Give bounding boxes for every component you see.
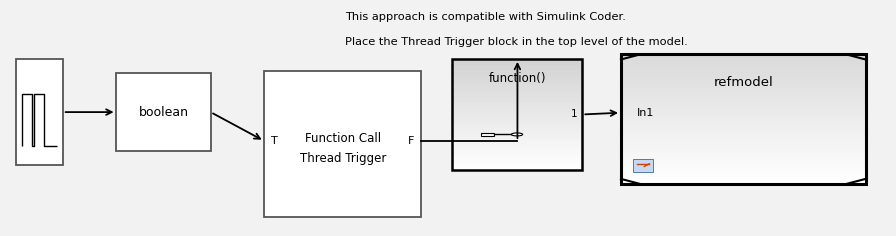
FancyBboxPatch shape <box>621 129 866 132</box>
FancyBboxPatch shape <box>621 126 866 129</box>
FancyBboxPatch shape <box>452 142 582 145</box>
FancyBboxPatch shape <box>452 114 582 117</box>
FancyBboxPatch shape <box>452 62 582 64</box>
Circle shape <box>512 133 522 136</box>
FancyBboxPatch shape <box>452 86 582 89</box>
Text: This approach is compatible with Simulink Coder.: This approach is compatible with Simulin… <box>345 12 625 21</box>
FancyBboxPatch shape <box>621 138 866 142</box>
FancyBboxPatch shape <box>452 131 582 134</box>
FancyBboxPatch shape <box>452 98 582 101</box>
FancyBboxPatch shape <box>452 67 582 70</box>
Text: function(): function() <box>488 72 547 85</box>
FancyBboxPatch shape <box>621 99 866 103</box>
FancyBboxPatch shape <box>621 67 866 71</box>
FancyBboxPatch shape <box>621 116 866 119</box>
FancyBboxPatch shape <box>621 80 866 84</box>
FancyBboxPatch shape <box>621 70 866 74</box>
FancyBboxPatch shape <box>452 103 582 106</box>
FancyBboxPatch shape <box>621 119 866 122</box>
FancyBboxPatch shape <box>621 64 866 67</box>
FancyBboxPatch shape <box>452 100 582 103</box>
FancyBboxPatch shape <box>621 73 866 77</box>
FancyBboxPatch shape <box>452 125 582 128</box>
FancyBboxPatch shape <box>621 177 866 181</box>
FancyBboxPatch shape <box>452 136 582 139</box>
FancyBboxPatch shape <box>452 78 582 81</box>
FancyBboxPatch shape <box>452 128 582 131</box>
FancyBboxPatch shape <box>621 164 866 168</box>
FancyBboxPatch shape <box>452 64 582 67</box>
Text: Function Call: Function Call <box>305 132 381 145</box>
FancyBboxPatch shape <box>621 86 866 90</box>
FancyBboxPatch shape <box>452 167 582 170</box>
FancyBboxPatch shape <box>621 171 866 174</box>
FancyBboxPatch shape <box>621 93 866 97</box>
FancyBboxPatch shape <box>452 145 582 148</box>
Text: boolean: boolean <box>139 105 188 119</box>
FancyBboxPatch shape <box>452 95 582 98</box>
FancyBboxPatch shape <box>452 134 582 137</box>
FancyBboxPatch shape <box>633 159 653 172</box>
FancyBboxPatch shape <box>452 111 582 114</box>
FancyBboxPatch shape <box>621 181 866 184</box>
FancyBboxPatch shape <box>452 122 582 126</box>
FancyBboxPatch shape <box>621 96 866 100</box>
FancyBboxPatch shape <box>621 57 866 61</box>
FancyBboxPatch shape <box>264 71 421 217</box>
FancyBboxPatch shape <box>621 145 866 148</box>
FancyBboxPatch shape <box>452 70 582 73</box>
FancyBboxPatch shape <box>621 54 866 58</box>
FancyBboxPatch shape <box>452 156 582 159</box>
FancyBboxPatch shape <box>452 84 582 87</box>
FancyBboxPatch shape <box>621 142 866 145</box>
FancyBboxPatch shape <box>452 153 582 156</box>
FancyBboxPatch shape <box>452 109 582 112</box>
FancyBboxPatch shape <box>452 75 582 78</box>
FancyBboxPatch shape <box>621 135 866 139</box>
FancyBboxPatch shape <box>116 73 211 151</box>
FancyBboxPatch shape <box>452 161 582 164</box>
Text: In1: In1 <box>637 108 654 118</box>
FancyBboxPatch shape <box>481 133 494 136</box>
Text: Thread Trigger: Thread Trigger <box>299 152 386 165</box>
FancyBboxPatch shape <box>621 106 866 110</box>
FancyBboxPatch shape <box>452 73 582 76</box>
FancyBboxPatch shape <box>452 81 582 84</box>
FancyBboxPatch shape <box>621 174 866 177</box>
FancyBboxPatch shape <box>452 148 582 151</box>
FancyBboxPatch shape <box>16 59 63 165</box>
Text: Place the Thread Trigger block in the top level of the model.: Place the Thread Trigger block in the to… <box>345 38 688 47</box>
FancyBboxPatch shape <box>621 77 866 80</box>
FancyBboxPatch shape <box>452 89 582 92</box>
FancyBboxPatch shape <box>621 90 866 93</box>
Text: T: T <box>271 136 279 146</box>
FancyBboxPatch shape <box>621 112 866 116</box>
FancyBboxPatch shape <box>621 60 866 64</box>
FancyBboxPatch shape <box>621 155 866 158</box>
FancyBboxPatch shape <box>621 83 866 87</box>
FancyBboxPatch shape <box>621 161 866 165</box>
FancyBboxPatch shape <box>621 168 866 171</box>
FancyBboxPatch shape <box>621 122 866 126</box>
Text: refmodel: refmodel <box>713 76 773 89</box>
Text: 1: 1 <box>572 110 578 119</box>
FancyBboxPatch shape <box>621 103 866 106</box>
FancyBboxPatch shape <box>452 59 582 62</box>
FancyBboxPatch shape <box>621 148 866 152</box>
FancyBboxPatch shape <box>452 92 582 95</box>
FancyBboxPatch shape <box>452 159 582 162</box>
FancyBboxPatch shape <box>621 132 866 135</box>
FancyBboxPatch shape <box>621 109 866 113</box>
FancyBboxPatch shape <box>621 152 866 155</box>
FancyBboxPatch shape <box>452 117 582 120</box>
FancyBboxPatch shape <box>452 106 582 109</box>
FancyBboxPatch shape <box>452 139 582 142</box>
FancyBboxPatch shape <box>452 164 582 167</box>
FancyBboxPatch shape <box>621 158 866 161</box>
Text: F: F <box>408 136 414 146</box>
FancyBboxPatch shape <box>452 150 582 153</box>
FancyBboxPatch shape <box>452 120 582 123</box>
